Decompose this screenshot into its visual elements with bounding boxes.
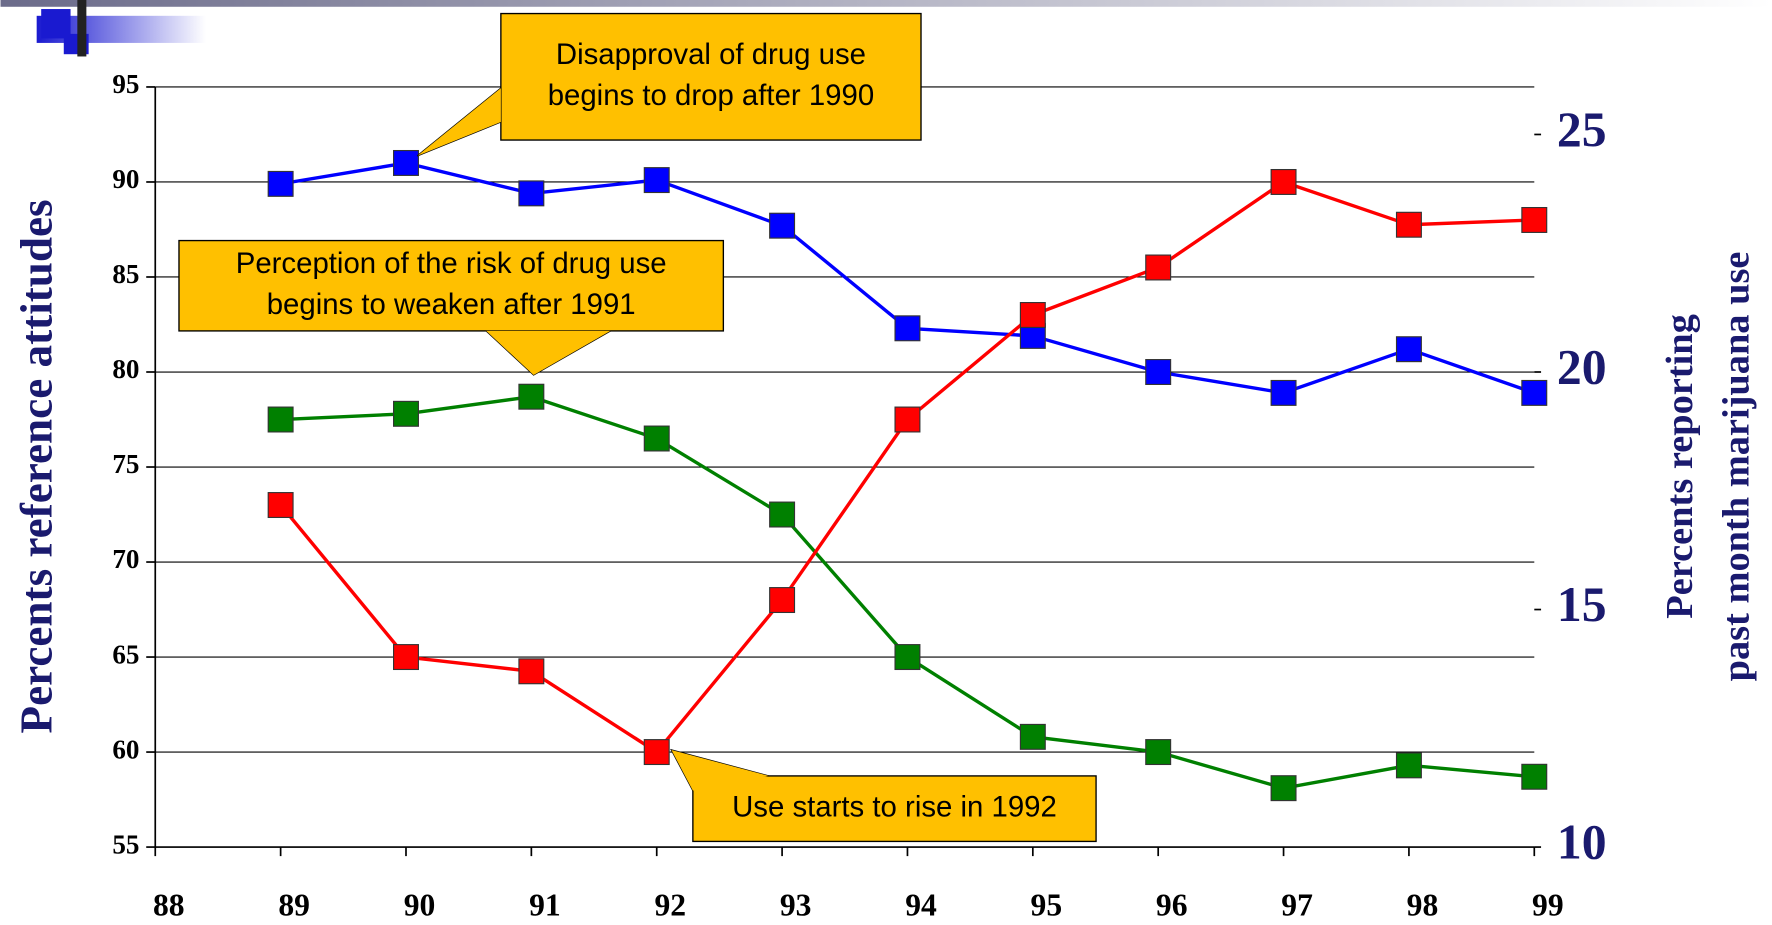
x-tick-label: 98 bbox=[1407, 887, 1439, 922]
y2-tick-label: 15 bbox=[1557, 577, 1607, 632]
callout-joint bbox=[671, 749, 769, 791]
x-tick-label: 99 bbox=[1532, 887, 1564, 922]
marker bbox=[393, 149, 419, 176]
annotation-text: Use starts to rise in 1992 bbox=[732, 790, 1057, 823]
marker bbox=[393, 400, 419, 427]
marker bbox=[769, 501, 796, 528]
annotation-text: Disapproval of drug use bbox=[556, 38, 866, 71]
y-axis-label: Percents reference attitudes bbox=[12, 199, 62, 733]
logo-bar bbox=[77, 0, 87, 57]
marker bbox=[894, 315, 921, 342]
y2-tick-label: 25 bbox=[1557, 102, 1607, 157]
y-tick-label: 80 bbox=[112, 354, 139, 384]
y-tick-label: 65 bbox=[112, 639, 139, 669]
marker bbox=[1019, 723, 1046, 750]
logo-square bbox=[41, 9, 71, 39]
y2-axis-label: past month marijuana use bbox=[1716, 252, 1758, 682]
marker bbox=[1145, 254, 1172, 281]
x-tick-label: 93 bbox=[780, 887, 812, 922]
marker bbox=[894, 644, 921, 671]
callout-box bbox=[500, 12, 922, 141]
x-tick-label: 90 bbox=[404, 887, 436, 922]
marker bbox=[1521, 763, 1548, 790]
marker bbox=[643, 167, 670, 194]
y-tick-label: 60 bbox=[112, 734, 139, 764]
x-tick-label: 96 bbox=[1156, 887, 1188, 922]
top-bar bbox=[0, 0, 1772, 7]
marker bbox=[894, 406, 921, 433]
marker bbox=[267, 492, 294, 519]
marker bbox=[769, 212, 796, 239]
marker bbox=[1019, 302, 1046, 328]
marker bbox=[1395, 336, 1422, 363]
y2-tick-label: 10 bbox=[1557, 814, 1607, 869]
y-tick-label: 75 bbox=[112, 449, 139, 479]
marker bbox=[1395, 211, 1422, 238]
y-tick-label: 85 bbox=[112, 259, 139, 289]
y-tick-label: 95 bbox=[112, 69, 139, 99]
marker bbox=[518, 180, 545, 207]
marker bbox=[1521, 206, 1548, 233]
series-line bbox=[280, 394, 1535, 790]
marker bbox=[1521, 379, 1548, 406]
annotation-text: Perception of the risk of drug use bbox=[236, 247, 667, 280]
marker bbox=[518, 383, 545, 410]
marker bbox=[643, 739, 670, 766]
marker bbox=[1270, 775, 1297, 802]
x-tick-label: 88 bbox=[153, 887, 185, 922]
marker bbox=[518, 658, 545, 685]
marker bbox=[267, 170, 294, 197]
x-tick-label: 89 bbox=[278, 887, 310, 922]
callout-box bbox=[178, 239, 725, 332]
y-tick-label: 70 bbox=[112, 544, 139, 574]
x-tick-label: 91 bbox=[529, 887, 561, 922]
marker bbox=[393, 644, 419, 671]
marker bbox=[643, 425, 670, 452]
marker bbox=[267, 406, 294, 433]
marker bbox=[1145, 739, 1172, 766]
marker bbox=[769, 587, 796, 614]
x-tick-label: 97 bbox=[1281, 887, 1313, 922]
callout-joint bbox=[486, 330, 611, 375]
y-tick-label: 90 bbox=[112, 164, 139, 194]
annotation-text: begins to drop after 1990 bbox=[548, 79, 874, 112]
marker bbox=[1145, 359, 1172, 385]
annotation-text: begins to weaken after 1991 bbox=[267, 288, 636, 321]
x-tick-label: 95 bbox=[1031, 887, 1063, 922]
y-tick-label: 55 bbox=[112, 829, 139, 859]
callout-box bbox=[692, 775, 1097, 843]
marker bbox=[1270, 379, 1297, 406]
marker bbox=[1395, 752, 1422, 779]
x-tick-label: 94 bbox=[905, 887, 937, 922]
marker bbox=[1270, 168, 1297, 195]
y2-tick-label: 20 bbox=[1557, 339, 1607, 394]
y2-axis-label: Percents reporting bbox=[1659, 314, 1701, 619]
x-tick-label: 92 bbox=[654, 887, 686, 922]
